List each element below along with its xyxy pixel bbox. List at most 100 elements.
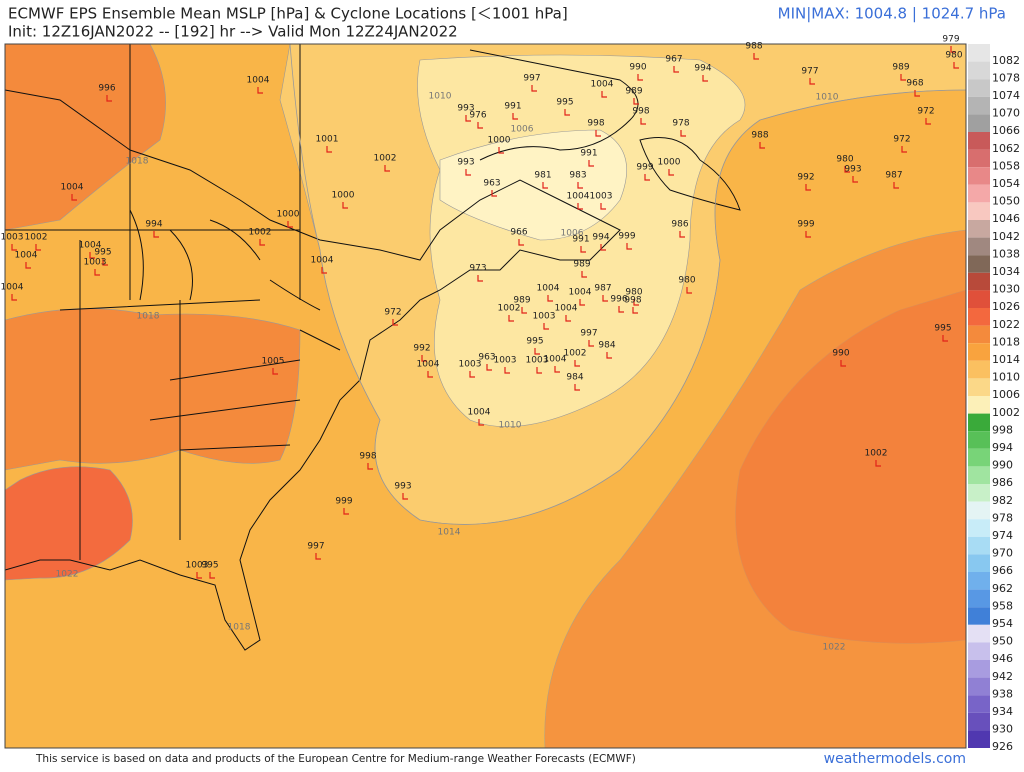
cyclone-marker [893,182,899,189]
cyclone-pressure: 1004 [247,76,270,86]
cyclone-pressure: 1004 [417,360,440,370]
colorbar-label: 1066 [992,124,1020,137]
cyclone-pressure: 1002 [564,349,587,359]
cyclone-pressure: 1004 [311,256,334,266]
cyclone-marker [875,460,881,467]
cyclone-marker [518,239,524,246]
cyclone-marker [465,115,471,122]
cyclone-marker [534,348,540,355]
cyclone-marker [942,335,948,342]
cyclone-marker [257,87,263,94]
cyclone-pressure: 991 [580,149,597,159]
cyclone-marker [925,118,931,125]
cyclone-pressure: 993 [457,158,474,168]
cyclone-marker [547,295,553,302]
color-swatch [968,343,990,361]
cyclone-pressure: 1004 [15,251,38,261]
cyclone-marker [644,174,650,181]
cyclone-pressure: 1002 [498,304,521,314]
cyclone-marker [531,85,537,92]
contour-label: 1010 [499,421,522,431]
cyclone-marker [564,109,570,116]
color-swatch [968,519,990,537]
cyclone-marker [577,182,583,189]
cyclone-marker [574,384,580,391]
cyclone-marker [633,98,639,105]
contour-label: 1006 [511,125,534,135]
cyclone-pressure: 1004 [537,284,560,294]
color-swatch [968,501,990,520]
color-swatch [968,149,990,168]
cyclone-marker [106,95,112,102]
contour-label: 1022 [823,643,846,653]
cyclone-pressure: 968 [906,79,923,89]
color-swatch [968,413,990,432]
color-swatch [968,325,990,344]
cyclone-pressure: 967 [665,55,682,65]
colorbar-label: 994 [992,441,1013,454]
cyclone-marker [35,244,41,251]
cyclone-marker [71,194,77,201]
cyclone-marker [477,122,483,129]
cyclone-pressure: 972 [893,135,910,145]
colorbar: 1082 1078 1074 1070 1066 1062 1058 1054 1050 1046… [968,44,1020,753]
cyclone-pressure: 995 [556,98,573,108]
brand: weathermodels.com [824,751,966,767]
colorbar-label: 1010 [992,371,1020,384]
cyclone-pressure: 963 [478,353,495,363]
cyclone-marker [673,66,679,73]
cyclone-marker [367,463,373,470]
cyclone-pressure: 1004 [569,288,592,298]
cyclone-pressure: 993 [457,104,474,114]
subtitle: Init: 12Z16JAN2022 -- [192] hr --> Valid… [8,23,458,41]
cyclone-marker [686,287,692,294]
color-swatch [968,642,990,660]
cyclone-marker [900,74,906,81]
contour-label: 1006 [561,229,584,239]
credit: This service is based on data and produc… [35,753,636,765]
contour-label: 1010 [816,93,839,103]
cyclone-pressure: 981 [534,171,551,181]
color-swatch [968,536,990,555]
cyclone-pressure: 979 [942,35,959,45]
cyclone-pressure: 977 [801,67,818,77]
cyclone-marker [11,244,17,251]
color-swatch [968,220,990,238]
cyclone-marker [953,62,959,69]
cyclone-marker [580,246,586,253]
cyclone-pressure: 1004 [591,80,614,90]
color-swatch [968,96,990,115]
cyclone-pressure: 966 [510,228,527,238]
cyclone-pressure: 973 [469,264,486,274]
min-max: MIN|MAX: 1004.8 | 1024.7 hPa [778,5,1006,23]
cyclone-marker [102,259,108,266]
cyclone-marker [554,366,560,373]
cyclone-marker [618,306,624,313]
cyclone-marker [153,231,159,238]
cyclone-pressure: 998 [587,119,604,129]
cyclone-marker [588,160,594,167]
cyclone-pressure: 999 [335,497,352,507]
cyclone-marker [508,315,514,322]
colorbar-label: 970 [992,547,1013,560]
cyclone-pressure: 994 [145,220,162,230]
color-swatch [968,114,990,132]
cyclone-pressure: 989 [513,296,530,306]
cyclone-marker [901,146,907,153]
cyclone-pressure: 997 [307,542,324,552]
cyclone-marker [600,203,606,210]
cyclone-marker [840,360,846,367]
cyclone-pressure: 980 [678,276,695,286]
cyclone-marker [914,90,920,97]
cyclone-marker [343,508,349,515]
colorbar-label: 1078 [992,71,1020,84]
cyclone-marker [477,275,483,282]
cyclone-pressure: 1002 [249,228,272,238]
cyclone-pressure: 1005 [262,357,285,367]
contour-label: 1014 [438,528,461,538]
color-swatch [968,167,990,185]
colorbar-label: 1070 [992,107,1020,120]
colorbar-label: 998 [992,423,1013,436]
cyclone-marker [465,169,471,176]
